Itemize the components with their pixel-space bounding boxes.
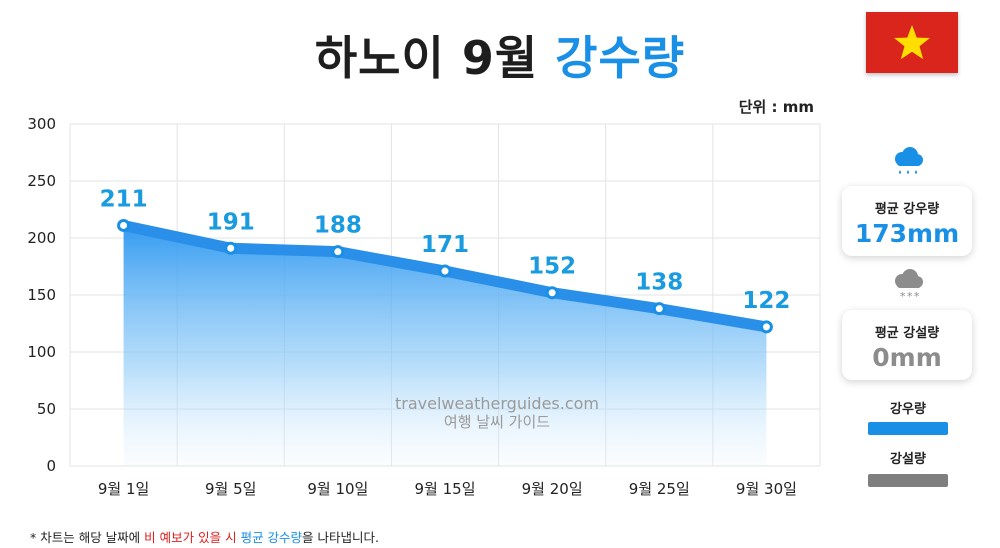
y-tick-label: 50 (37, 400, 56, 418)
footnote-suffix: 을 나타냅니다. (302, 530, 379, 545)
data-label: 171 (421, 232, 469, 258)
svg-text:*: * (914, 290, 920, 302)
rainfall-area (123, 225, 767, 466)
avg-snow-label: 평균 강설량 (874, 326, 940, 341)
y-tick-label: 0 (46, 457, 56, 475)
x-tick-label: 9월 25일 (629, 480, 690, 498)
title-accent: 강수량 (555, 31, 686, 85)
legend-snow-label: 강설량 (890, 452, 926, 467)
data-point (438, 264, 452, 278)
vietnam-flag (866, 12, 958, 73)
x-tick-label: 9월 10일 (307, 480, 368, 498)
y-tick-label: 250 (27, 172, 56, 190)
footnote: * 차트는 해당 날짜에 비 예보가 있을 시 평균 강수량을 나타냅니다. (30, 527, 379, 546)
unit-label: 단위 : mm (738, 98, 814, 116)
x-tick-label: 9월 5일 (205, 480, 256, 498)
y-tick-label: 150 (27, 286, 56, 304)
avg-snow-card: 평균 강설량 0mm (842, 310, 972, 380)
data-point (759, 320, 773, 334)
data-label: 138 (635, 270, 683, 296)
y-tick-label: 200 (27, 229, 56, 247)
legend-snow-swatch (868, 474, 948, 487)
footnote-red: 비 예보가 있을 시 (144, 530, 237, 545)
legend-rain-label: 강우량 (890, 402, 926, 417)
data-labels: 211 191 188 171 152 138 122 (100, 186, 791, 313)
data-point (117, 218, 131, 232)
data-point (331, 245, 345, 259)
data-points (117, 218, 773, 334)
snow-cloud-icon: * * * (895, 269, 923, 302)
data-label: 122 (742, 288, 790, 314)
rain-cloud-icon (895, 147, 923, 174)
data-point (652, 302, 666, 316)
data-label: 191 (207, 209, 255, 235)
data-point (545, 286, 559, 300)
star-icon (894, 24, 930, 59)
x-tick-label: 9월 1일 (98, 480, 149, 498)
x-tick-label: 9월 15일 (415, 480, 476, 498)
title-main: 하노이 9월 (314, 31, 539, 85)
x-tick-label: 9월 20일 (522, 480, 583, 498)
data-label: 211 (100, 186, 148, 212)
avg-rain-label: 평균 강우량 (874, 202, 940, 217)
avg-rain-value: 173mm (854, 219, 960, 248)
legend-rain-swatch (868, 422, 948, 435)
avg-rain-card: 평균 강우량 173mm (842, 186, 972, 256)
y-axis: 0 50 100 150 200 250 300 (27, 115, 56, 475)
y-tick-label: 100 (27, 343, 56, 361)
watermark-name: 여행 날씨 가이드 (443, 413, 551, 431)
page-title: 하노이 9월 강수량 (0, 22, 1000, 88)
footnote-prefix: * 차트는 해당 날짜에 (30, 530, 145, 545)
x-axis: 9월 1일 9월 5일 9월 10일 9월 15일 9월 20일 9월 25일 9월 30일 (98, 480, 797, 498)
svg-text:*: * (900, 290, 906, 302)
x-tick-label: 9월 30일 (736, 480, 797, 498)
watermark-url: travelweatherguides.com (394, 394, 600, 413)
svg-text:*: * (907, 290, 913, 302)
avg-snow-value: 0mm (872, 343, 942, 372)
footnote-blue: 평균 강수량 (240, 530, 303, 545)
data-point (224, 241, 238, 255)
data-label: 188 (314, 213, 362, 239)
y-tick-label: 300 (27, 115, 56, 133)
data-label: 152 (528, 254, 576, 280)
